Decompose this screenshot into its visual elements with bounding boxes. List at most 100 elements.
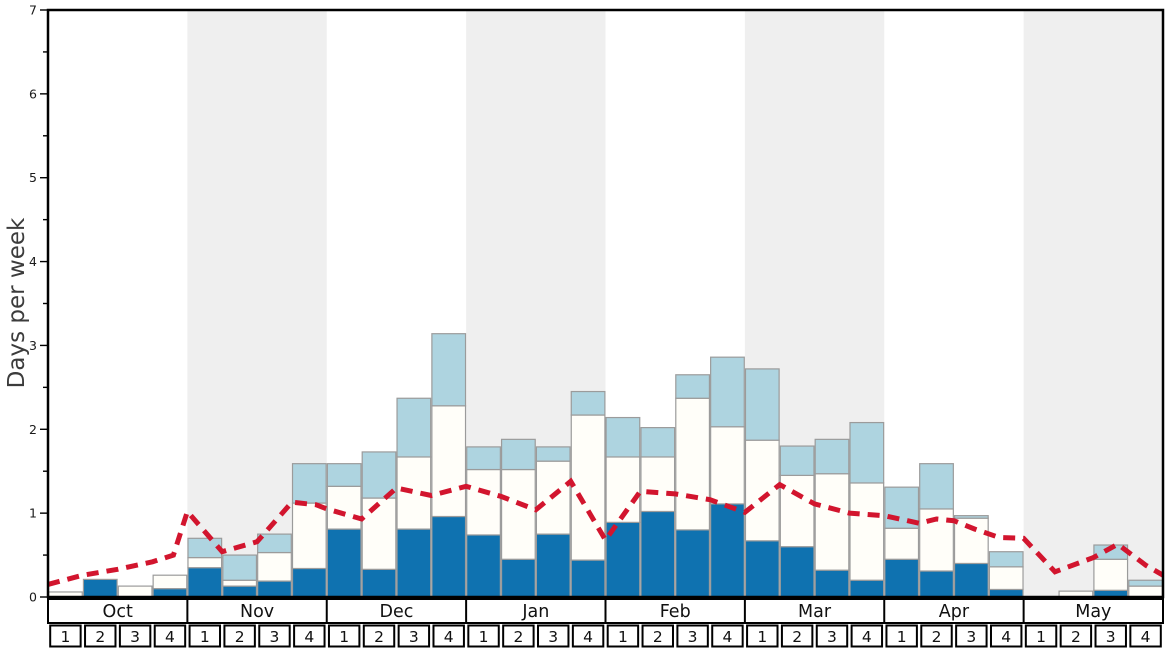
week-label: 3: [1106, 628, 1116, 646]
bar-segment-white-w3: [117, 585, 153, 598]
bar-segment-white-w22: [779, 474, 815, 548]
bar-segment-white-w8: [291, 502, 327, 570]
bar-segment-white-w23: [814, 473, 850, 571]
week-label: 4: [723, 628, 733, 646]
week-label: 3: [270, 628, 280, 646]
week-cell: [258, 624, 291, 648]
week-cell: [1024, 624, 1058, 648]
bar-segment-dark-w6: [222, 585, 258, 598]
week-cell: [1094, 624, 1127, 648]
week-label: 4: [304, 628, 314, 646]
week-label: 2: [513, 628, 523, 646]
week-label: 2: [374, 628, 384, 646]
y-tick-label-2: 2: [29, 422, 37, 437]
week-cell: [606, 624, 640, 648]
bar-segment-white-w7: [257, 551, 292, 582]
week-label: 1: [479, 628, 489, 646]
week-label: 2: [95, 628, 105, 646]
month-background-bands: [187, 10, 1163, 597]
bar-segment-light-w6: [222, 554, 258, 581]
month-label-mar: Mar: [798, 602, 832, 622]
y-tick-label-4: 4: [29, 254, 37, 269]
week-label: 3: [409, 628, 419, 646]
y-tick-label-3: 3: [29, 338, 37, 353]
bar-segment-light-w32: [1128, 579, 1163, 587]
month-band-may: [1023, 10, 1163, 597]
bar-segment-light-w19: [675, 374, 711, 399]
week-cell: [780, 624, 814, 648]
bar-segment-light-w8: [291, 463, 327, 504]
week-label: 2: [932, 628, 942, 646]
week-cell: [746, 624, 779, 648]
bar-segment-dark-w11: [396, 528, 432, 598]
bar-segment-light-w23: [814, 438, 850, 475]
month-label-dec: Dec: [380, 602, 414, 622]
bar-segment-white-w27: [953, 517, 989, 565]
bar-segment-white-w25: [884, 527, 920, 560]
bar-segment-white-w12: [431, 405, 467, 518]
week-cell: [188, 624, 222, 648]
stacked-bars: [47, 333, 1163, 598]
week-cell: [920, 624, 953, 648]
week-label: 3: [130, 628, 140, 646]
bar-segment-white-w10: [361, 497, 397, 570]
week-cell: [1059, 624, 1093, 648]
bar-segment-light-w9: [326, 463, 362, 487]
bar-segment-dark-w10: [361, 568, 397, 598]
week-label: 1: [60, 628, 70, 646]
bar-segment-white-w32: [1128, 585, 1163, 598]
bar-segment-light-w27: [953, 515, 989, 519]
week-label: 3: [548, 628, 558, 646]
week-label: 2: [1071, 628, 1081, 646]
bar-segment-light-w14: [500, 438, 536, 471]
bar-segment-light-w16: [570, 390, 606, 416]
week-label: 4: [583, 628, 593, 646]
bar-segment-dark-w2: [82, 578, 118, 598]
week-label: 2: [653, 628, 663, 646]
bar-segment-white-w20: [710, 426, 745, 505]
week-cell: [676, 624, 709, 648]
week-cell: [537, 624, 570, 648]
bar-segment-white-w9: [326, 485, 362, 530]
week-cell: [397, 624, 431, 648]
bar-segment-dark-w8: [291, 567, 327, 598]
y-axis-label: Days per week: [4, 217, 30, 388]
y-tick-label-0: 0: [29, 590, 37, 605]
y-tick-label-6: 6: [29, 86, 37, 101]
bar-segment-white-w24: [849, 482, 885, 581]
bar-segment-dark-w20: [710, 503, 745, 598]
week-cell: [571, 624, 605, 648]
week-cell: [955, 624, 988, 648]
bar-segment-dark-w25: [884, 558, 920, 598]
bar-segment-dark-w21: [744, 540, 780, 598]
week-label: 2: [792, 628, 802, 646]
x-axis-month-week-rows: Oct Nov Dec Jan Feb Mar Apr May 1 2 3 4 1 2 3 4 1 2 3 4 1 2 3 4…: [47, 598, 1164, 648]
bar-segment-dark-w22: [779, 546, 815, 598]
week-label: 2: [235, 628, 245, 646]
week-cell: [989, 624, 1023, 648]
bar-segment-light-w20: [710, 356, 745, 428]
week-cell: [850, 624, 884, 648]
week-label: 4: [165, 628, 175, 646]
week-label: 3: [966, 628, 976, 646]
week-cell: [711, 624, 744, 648]
bar-segment-light-w22: [779, 445, 815, 477]
month-label-apr: Apr: [939, 602, 970, 622]
month-label-jan: Jan: [521, 602, 549, 622]
y-tick-label-1: 1: [29, 506, 37, 521]
week-label: 1: [618, 628, 628, 646]
week-cell: [49, 624, 82, 648]
week-cell: [502, 624, 535, 648]
week-cell: [327, 624, 361, 648]
week-cell: [362, 624, 396, 648]
bar-segment-dark-w19: [675, 529, 711, 598]
y-tick-label-5: 5: [29, 170, 37, 185]
bar-segment-white-w13: [466, 468, 501, 536]
bar-segment-dark-w24: [849, 579, 885, 598]
bar-segment-dark-w27: [953, 562, 989, 598]
week-label: 4: [444, 628, 454, 646]
bar-segment-white-w5: [187, 556, 223, 569]
bar-segment-dark-w4: [152, 588, 188, 598]
week-label: 3: [688, 628, 698, 646]
bar-segment-light-w11: [396, 397, 432, 458]
